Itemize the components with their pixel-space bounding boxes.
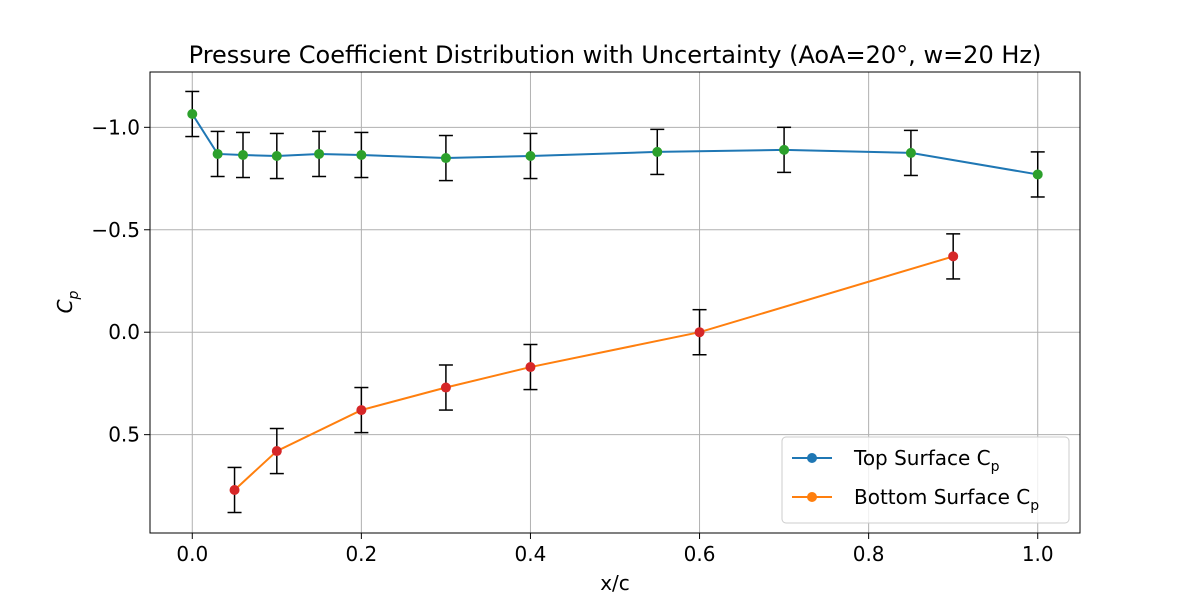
axis-ticks: 0.0 0.2 0.4 0.6 0.8 1.0 −1.0 −0.5 0.0 0.5 <box>91 115 1053 566</box>
data-point <box>440 382 451 393</box>
legend-box <box>781 436 1070 524</box>
data-point <box>948 251 959 262</box>
legend-label-top-sub: p <box>991 459 1000 475</box>
y-axis-label-sub: p <box>66 290 82 300</box>
data-point <box>525 151 536 162</box>
data-point <box>271 446 282 457</box>
x-tick-label: 0.0 <box>176 542 208 566</box>
x-axis-label: x/c <box>600 571 630 595</box>
series-0 <box>185 90 1045 198</box>
y-tick-label: −0.5 <box>91 218 140 242</box>
x-tick-label: 0.2 <box>345 542 377 566</box>
legend-label-bottom-sub: p <box>1030 498 1039 514</box>
x-tick-label: 0.6 <box>684 542 716 566</box>
data-point <box>212 148 223 159</box>
y-tick-label: 0.0 <box>108 320 140 344</box>
data-point <box>525 362 536 373</box>
data-point <box>1032 169 1043 180</box>
y-tick-label: 0.5 <box>108 423 140 447</box>
y-tick-label: −1.0 <box>91 115 140 139</box>
series-layer <box>185 90 1045 514</box>
x-tick-label: 0.8 <box>853 542 885 566</box>
data-point <box>187 109 198 120</box>
legend-label-bottom-main: Bottom Surface C <box>854 485 1030 509</box>
data-point <box>229 484 240 495</box>
data-point <box>779 144 790 155</box>
legend-label-top-main: Top Surface C <box>853 446 991 470</box>
y-axis-label: Cp <box>53 290 82 313</box>
plot-frame <box>149 71 1081 534</box>
legend: Top Surface Cp Bottom Surface Cp <box>781 436 1070 524</box>
data-point <box>356 405 367 416</box>
data-point <box>314 148 325 159</box>
x-tick-label: 0.4 <box>515 542 547 566</box>
series-1 <box>227 233 961 514</box>
legend-label-bottom: Bottom Surface Cp <box>854 485 1039 514</box>
legend-marker-top <box>807 453 817 463</box>
x-tick-label: 1.0 <box>1022 542 1054 566</box>
legend-label-top: Top Surface Cp <box>853 446 1000 475</box>
data-point <box>905 147 916 158</box>
data-point <box>440 153 451 164</box>
y-axis-label-main: C <box>53 299 77 313</box>
data-point <box>694 327 705 338</box>
data-point <box>652 146 663 157</box>
data-point <box>271 151 282 162</box>
legend-marker-bottom <box>807 492 817 502</box>
data-point <box>356 149 367 160</box>
chart-title: Pressure Coefficient Distribution with U… <box>189 41 1042 69</box>
data-point <box>238 149 248 160</box>
